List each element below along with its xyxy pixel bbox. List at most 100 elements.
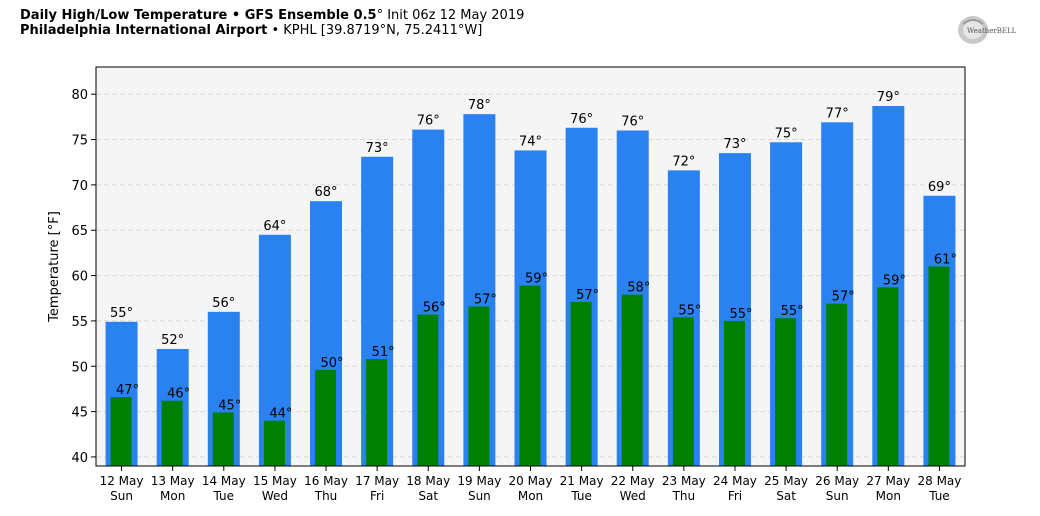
low-value-label: 57° bbox=[576, 288, 599, 303]
x-tick-day: Wed bbox=[262, 489, 288, 503]
subtitle-coords: • KPHL [39.8719°N, 75.2411°W] bbox=[267, 23, 483, 38]
high-value-label: 73° bbox=[723, 137, 746, 152]
high-value-label: 76° bbox=[621, 114, 644, 129]
x-tick-day: Mon bbox=[518, 489, 543, 503]
high-value-label: 69° bbox=[928, 180, 951, 195]
high-value-label: 64° bbox=[263, 219, 286, 234]
low-bar bbox=[826, 303, 848, 466]
x-tick-day: Tue bbox=[213, 489, 235, 503]
x-tick-day: Mon bbox=[876, 489, 901, 503]
low-bar bbox=[161, 400, 183, 466]
low-value-label: 55° bbox=[781, 304, 804, 319]
low-value-label: 46° bbox=[167, 387, 190, 402]
high-value-label: 74° bbox=[519, 134, 542, 149]
high-value-label: 76° bbox=[417, 114, 440, 129]
y-tick-label: 80 bbox=[71, 88, 88, 103]
low-bar bbox=[672, 317, 694, 466]
low-value-label: 56° bbox=[423, 301, 446, 316]
low-bar bbox=[928, 266, 950, 466]
low-value-label: 57° bbox=[474, 292, 497, 307]
y-tick-label: 50 bbox=[71, 360, 88, 375]
y-axis: 40 45 50 55 60 65 70 75 80 bbox=[71, 88, 96, 466]
low-bar bbox=[775, 318, 797, 466]
y-axis-title: Temperature [°F] bbox=[47, 211, 62, 323]
low-bar bbox=[570, 301, 592, 466]
high-value-label: 76° bbox=[570, 112, 593, 127]
title-init: Init 06z 12 May 2019 bbox=[383, 8, 525, 23]
weatherbell-logo-icon: WeatherBELL bbox=[958, 16, 1017, 44]
low-value-label: 58° bbox=[627, 281, 650, 296]
high-value-label: 75° bbox=[775, 126, 798, 141]
x-tick-date: 17 May bbox=[355, 474, 399, 488]
low-value-label: 47° bbox=[116, 383, 139, 398]
x-tick-date: 21 May bbox=[560, 474, 604, 488]
y-tick-label: 55 bbox=[71, 315, 88, 330]
y-tick-label: 75 bbox=[71, 134, 88, 149]
low-value-label: 51° bbox=[372, 345, 395, 360]
high-value-label: 68° bbox=[315, 185, 338, 200]
low-bar bbox=[468, 306, 490, 466]
title-main: Daily High/Low Temperature • GFS Ensembl… bbox=[20, 8, 377, 23]
high-value-label: 78° bbox=[468, 98, 491, 113]
y-tick-label: 40 bbox=[71, 451, 88, 466]
x-tick-day: Thu bbox=[314, 489, 338, 503]
y-tick-label: 65 bbox=[71, 224, 88, 239]
x-tick-day: Mon bbox=[160, 489, 185, 503]
x-tick-date: 24 May bbox=[713, 474, 757, 488]
value-labels: 55° 47° 52° 46° 56° 45° 64° 44° 68° 50° 73° 51° 76° 5… bbox=[110, 90, 957, 422]
low-value-label: 61° bbox=[934, 253, 957, 268]
bars bbox=[105, 105, 956, 467]
title-degree: ° bbox=[376, 8, 384, 23]
x-tick-date: 18 May bbox=[406, 474, 450, 488]
x-tick-day: Sun bbox=[110, 489, 133, 503]
low-bar bbox=[212, 412, 234, 466]
low-value-label: 45° bbox=[218, 398, 241, 413]
x-tick-date: 20 May bbox=[509, 474, 553, 488]
x-tick-date: 13 May bbox=[151, 474, 195, 488]
x-tick-day: Tue bbox=[928, 489, 950, 503]
high-value-label: 55° bbox=[110, 306, 133, 321]
chart-title: Daily High/Low Temperature • GFS Ensembl… bbox=[20, 8, 524, 23]
x-tick-day: Fri bbox=[728, 489, 742, 503]
x-tick-date: 15 May bbox=[253, 474, 297, 488]
x-tick-date: 12 May bbox=[100, 474, 144, 488]
y-tick-label: 45 bbox=[71, 406, 88, 421]
low-bar bbox=[263, 420, 285, 466]
x-tick-date: 22 May bbox=[611, 474, 655, 488]
low-bar bbox=[315, 369, 337, 466]
y-tick-label: 60 bbox=[71, 270, 88, 285]
x-tick-day: Sun bbox=[468, 489, 491, 503]
low-bar bbox=[366, 358, 388, 466]
high-value-label: 77° bbox=[826, 106, 849, 121]
low-value-label: 57° bbox=[832, 290, 855, 305]
low-value-label: 55° bbox=[678, 303, 701, 318]
x-tick-day: Tue bbox=[570, 489, 592, 503]
x-tick-date: 27 May bbox=[866, 474, 910, 488]
subtitle-station: Philadelphia International Airport bbox=[20, 23, 268, 38]
y-tick-label: 70 bbox=[71, 179, 88, 194]
x-tick-day: Sat bbox=[418, 489, 438, 503]
low-value-label: 59° bbox=[525, 272, 548, 287]
x-tick-date: 19 May bbox=[457, 474, 501, 488]
x-tick-date: 16 May bbox=[304, 474, 348, 488]
x-tick-date: 28 May bbox=[917, 474, 961, 488]
low-bar bbox=[723, 320, 745, 466]
x-tick-date: 25 May bbox=[764, 474, 808, 488]
high-value-label: 56° bbox=[212, 296, 235, 311]
high-value-label: 52° bbox=[161, 333, 184, 348]
high-value-label: 79° bbox=[877, 90, 900, 105]
x-tick-day: Wed bbox=[620, 489, 646, 503]
low-bar bbox=[417, 314, 439, 466]
x-tick-day: Sat bbox=[776, 489, 796, 503]
low-bar bbox=[519, 285, 541, 466]
high-value-label: 72° bbox=[672, 154, 695, 169]
high-value-label: 73° bbox=[366, 141, 389, 156]
weatherbell-logo: WeatherBELL bbox=[955, 12, 1021, 48]
x-tick-date: 26 May bbox=[815, 474, 859, 488]
logo-text: WeatherBELL bbox=[967, 27, 1017, 35]
x-tick-day: Thu bbox=[672, 489, 696, 503]
low-value-label: 50° bbox=[321, 356, 344, 371]
chart-header: Daily High/Low Temperature • GFS Ensembl… bbox=[20, 8, 524, 38]
